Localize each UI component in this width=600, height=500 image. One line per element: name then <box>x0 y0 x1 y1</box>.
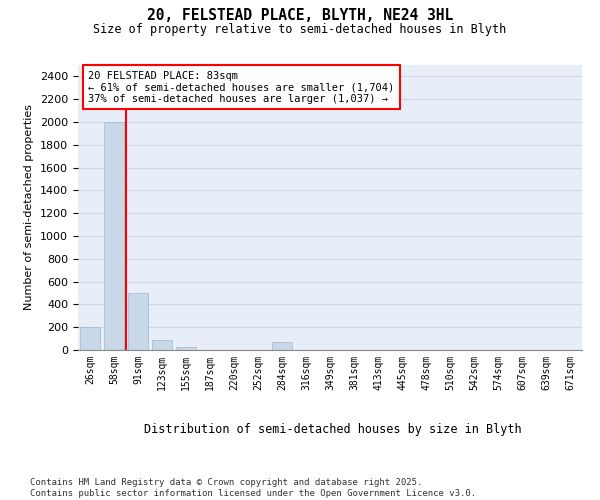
Bar <box>128 293 148 350</box>
Bar <box>272 342 292 350</box>
Bar <box>152 340 172 350</box>
Text: 20, FELSTEAD PLACE, BLYTH, NE24 3HL: 20, FELSTEAD PLACE, BLYTH, NE24 3HL <box>147 8 453 22</box>
Text: 20 FELSTEAD PLACE: 83sqm
← 61% of semi-detached houses are smaller (1,704)
37% o: 20 FELSTEAD PLACE: 83sqm ← 61% of semi-d… <box>88 70 394 104</box>
Text: Contains HM Land Registry data © Crown copyright and database right 2025.
Contai: Contains HM Land Registry data © Crown c… <box>30 478 476 498</box>
Bar <box>104 122 124 350</box>
Text: Distribution of semi-detached houses by size in Blyth: Distribution of semi-detached houses by … <box>144 422 522 436</box>
Y-axis label: Number of semi-detached properties: Number of semi-detached properties <box>25 104 34 310</box>
Text: Size of property relative to semi-detached houses in Blyth: Size of property relative to semi-detach… <box>94 22 506 36</box>
Bar <box>80 327 100 350</box>
Bar <box>176 346 196 350</box>
